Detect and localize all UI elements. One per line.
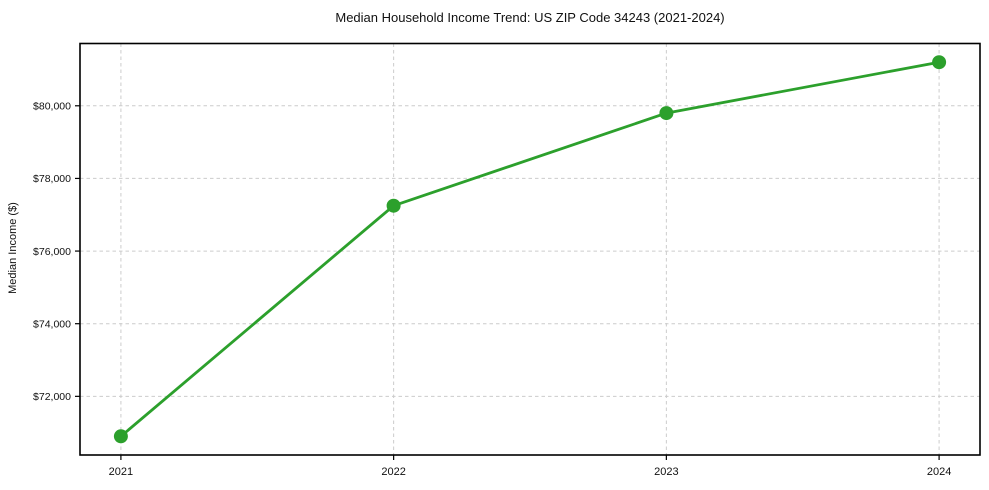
- y-tick-label: $80,000: [33, 101, 71, 113]
- y-axis-label: Median Income ($): [7, 202, 19, 294]
- gridlines: [80, 43, 980, 455]
- chart-title: Median Household Income Trend: US ZIP Co…: [335, 10, 724, 25]
- trend-line: [119, 60, 941, 438]
- x-tick-label: 2024: [927, 466, 951, 478]
- axis-ticks: 2021 2022 2023 2024 $72,000 $74,000 $76,000 $78…: [33, 101, 951, 478]
- data-point-marker: [386, 198, 401, 213]
- y-tick-label: $78,000: [33, 173, 71, 185]
- data-point-marker: [659, 106, 674, 121]
- x-tick-label: 2023: [654, 466, 678, 478]
- plot-frame: [79, 42, 981, 456]
- data-point-marker: [113, 429, 128, 444]
- x-tick-label: 2022: [381, 466, 405, 478]
- data-series: [113, 55, 947, 444]
- y-tick-label: $72,000: [33, 391, 71, 403]
- data-point-marker: [932, 55, 947, 70]
- y-tick-label: $76,000: [33, 246, 71, 258]
- y-tick-label: $74,000: [33, 319, 71, 331]
- x-tick-label: 2021: [109, 466, 133, 478]
